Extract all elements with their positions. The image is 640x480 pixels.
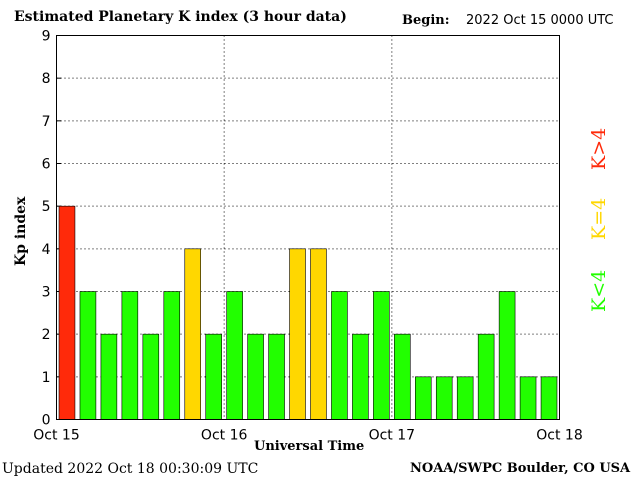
begin-label: Begin: [402, 13, 450, 28]
kp-bar [394, 333, 411, 420]
y-tick-label: 1 [42, 370, 51, 386]
y-tick-label: 8 [42, 71, 51, 87]
y-tick-label: 3 [42, 285, 51, 301]
legend-high: K>4 [588, 127, 610, 170]
kp-bar [226, 291, 243, 420]
kp-bar [540, 376, 558, 420]
kp-bar [477, 333, 495, 420]
kp-bar [100, 333, 118, 420]
kp-bar [163, 291, 181, 420]
y-tick-label: 0 [42, 413, 51, 429]
kp-bar [121, 291, 139, 420]
plot-frame [56, 35, 560, 420]
legend-low: K<4 [588, 269, 610, 312]
kp-bar [58, 205, 76, 420]
updated-value: 2022 Oct 18 00:30:09 UTC [67, 461, 259, 477]
x-tick-label: Oct 17 [369, 428, 415, 444]
kp-bar [435, 376, 453, 420]
updated-label: Updated [2, 461, 63, 477]
y-axis-label: Kp index [13, 196, 29, 266]
kp-bar [184, 248, 201, 420]
x-tick-label: Oct 15 [33, 428, 79, 444]
legend-equal: K=4 [588, 197, 610, 240]
bars [58, 205, 558, 420]
x-axis-label: Universal Time [254, 439, 365, 454]
y-tick-label: 6 [42, 157, 51, 173]
x-tick-label: Oct 16 [201, 428, 248, 444]
kp-bar [247, 333, 264, 420]
y-tick-label: 5 [42, 199, 51, 215]
updated-timestamp: Updated 2022 Oct 18 00:30:09 UTC [2, 462, 258, 476]
kp-bar [79, 291, 97, 420]
y-tick-labels: 0 1 2 3 4 5 6 7 8 9 [42, 29, 51, 429]
y-tick-label: 4 [42, 242, 51, 258]
chart-title: Estimated Planetary K index (3 hour data… [14, 9, 347, 25]
kp-bar [205, 333, 222, 420]
kp-bar [415, 376, 432, 420]
y-tick-label: 2 [42, 327, 51, 343]
kp-bar [289, 248, 306, 420]
kp-bar [352, 333, 369, 420]
kp-bar [331, 291, 348, 420]
x-tick-label: Oct 18 [536, 428, 582, 444]
kp-bar [456, 376, 474, 420]
kp-bar [142, 333, 160, 420]
kp-bar [519, 376, 537, 420]
x-tick-labels: Oct 15 Oct 16 Oct 17 Oct 18 [33, 428, 582, 444]
kp-bar [498, 291, 516, 420]
kp-bar [373, 291, 390, 420]
credit-text: NOAA/SWPC Boulder, CO USA [410, 461, 631, 476]
y-tick-label: 7 [42, 114, 51, 130]
y-tick-label: 9 [42, 29, 51, 45]
kp-bar [310, 248, 327, 420]
begin-value: 2022 Oct 15 0000 UTC [466, 13, 614, 28]
kp-bar [268, 333, 285, 420]
